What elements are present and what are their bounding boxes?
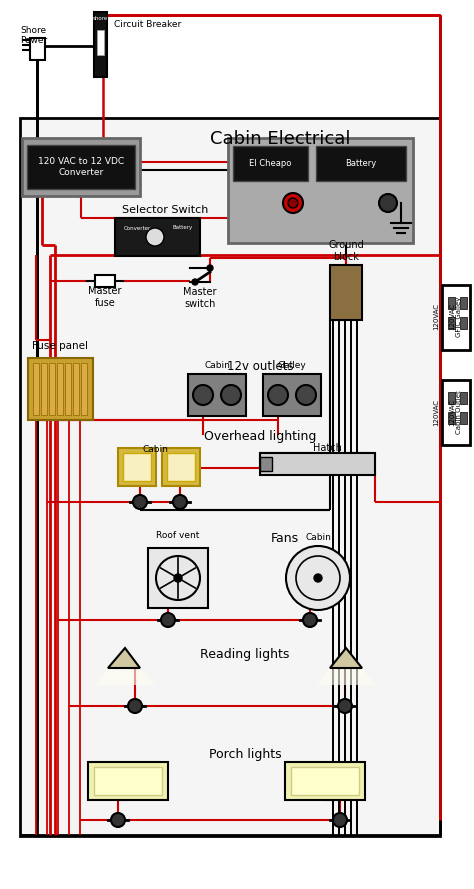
Bar: [260, 453, 375, 475]
Bar: [94, 767, 162, 795]
Circle shape: [161, 613, 175, 627]
Circle shape: [288, 198, 298, 208]
Bar: [330, 265, 362, 320]
Bar: [460, 297, 467, 309]
Text: Hatch: Hatch: [312, 443, 341, 453]
Text: Battery: Battery: [173, 226, 193, 230]
Bar: [442, 380, 470, 445]
Text: Cabin: Cabin: [305, 533, 331, 542]
Polygon shape: [317, 668, 375, 685]
Circle shape: [338, 699, 352, 713]
Circle shape: [128, 699, 142, 713]
Polygon shape: [108, 648, 140, 668]
Bar: [233, 146, 308, 181]
Bar: [448, 317, 455, 329]
Bar: [27, 145, 135, 189]
Text: Fans: Fans: [271, 532, 299, 545]
Bar: [81, 363, 87, 415]
Bar: [448, 297, 455, 309]
Text: Porch lights: Porch lights: [209, 748, 281, 761]
Circle shape: [193, 385, 213, 405]
Bar: [118, 448, 156, 486]
Text: Shore
Power: Shore Power: [20, 26, 47, 45]
Circle shape: [379, 194, 397, 212]
Bar: [123, 453, 151, 481]
Bar: [316, 146, 406, 181]
Bar: [65, 363, 71, 415]
Bar: [228, 138, 413, 243]
Bar: [285, 762, 365, 800]
Bar: [28, 358, 93, 420]
Polygon shape: [95, 668, 155, 685]
Text: Circuit Breaker: Circuit Breaker: [114, 20, 181, 29]
Circle shape: [111, 813, 125, 827]
Text: 120 VAC to 12 VDC
Converter: 120 VAC to 12 VDC Converter: [38, 157, 124, 177]
Bar: [95, 275, 115, 287]
Bar: [460, 412, 467, 424]
Bar: [148, 548, 208, 608]
Bar: [33, 363, 39, 415]
Bar: [448, 392, 455, 404]
Bar: [167, 453, 195, 481]
Circle shape: [268, 385, 288, 405]
Circle shape: [173, 495, 187, 509]
Text: Master
switch: Master switch: [183, 287, 217, 308]
Polygon shape: [330, 648, 362, 668]
Bar: [162, 448, 200, 486]
Text: Reading lights: Reading lights: [201, 648, 290, 661]
Circle shape: [221, 385, 241, 405]
Circle shape: [192, 279, 198, 285]
Circle shape: [283, 193, 303, 213]
Circle shape: [286, 546, 350, 610]
Bar: [263, 374, 321, 416]
Bar: [30, 38, 45, 60]
Bar: [260, 457, 272, 471]
Bar: [57, 363, 63, 415]
Text: 12v outlets: 12v outlets: [227, 360, 293, 373]
Bar: [442, 285, 470, 350]
Bar: [94, 12, 107, 77]
Text: Cabin Electrical: Cabin Electrical: [210, 130, 350, 148]
Text: Selector Switch: Selector Switch: [122, 205, 208, 215]
Text: El Cheapo: El Cheapo: [249, 158, 291, 167]
Circle shape: [303, 613, 317, 627]
Circle shape: [314, 574, 322, 582]
Text: Galley: Galley: [278, 362, 306, 371]
Text: 120VAC
Cabin Outlet: 120VAC Cabin Outlet: [449, 390, 463, 434]
Bar: [20, 118, 440, 836]
Bar: [291, 767, 359, 795]
Circle shape: [146, 228, 164, 246]
Text: Cabin: Cabin: [204, 362, 230, 371]
Text: Overhead lighting: Overhead lighting: [204, 430, 316, 443]
Bar: [448, 412, 455, 424]
Bar: [49, 363, 55, 415]
Circle shape: [174, 574, 182, 582]
Bar: [22, 138, 140, 196]
Text: 120VAC
GFIC Galley: 120VAC GFIC Galley: [449, 297, 463, 337]
Circle shape: [296, 385, 316, 405]
Bar: [97, 30, 104, 55]
Bar: [460, 317, 467, 329]
Text: 120VAC: 120VAC: [433, 303, 439, 331]
Bar: [188, 374, 246, 416]
Text: 120VAC: 120VAC: [433, 398, 439, 426]
Text: Battery: Battery: [346, 158, 377, 167]
Text: Roof vent: Roof vent: [156, 532, 200, 541]
Text: Cabin: Cabin: [142, 445, 168, 454]
Circle shape: [207, 265, 213, 271]
Bar: [41, 363, 47, 415]
Bar: [88, 762, 168, 800]
Circle shape: [133, 495, 147, 509]
Text: Fuse panel: Fuse panel: [32, 341, 88, 351]
Text: Master
fuse: Master fuse: [88, 286, 122, 308]
Text: Ground
block: Ground block: [328, 240, 364, 261]
Bar: [460, 392, 467, 404]
Bar: [73, 363, 79, 415]
Circle shape: [333, 813, 347, 827]
Bar: [115, 218, 200, 256]
Text: shore: shore: [92, 16, 108, 21]
Text: Converter: Converter: [123, 226, 151, 230]
